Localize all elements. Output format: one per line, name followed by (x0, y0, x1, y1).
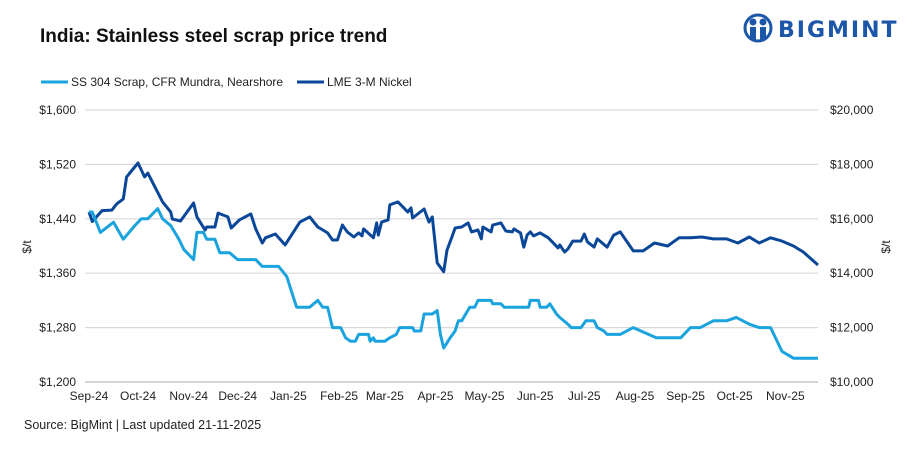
gridlines (85, 109, 818, 383)
series-line-ss304 (89, 207, 818, 360)
right-y-axis: $10,000 $12,000 $14,000 $16,000 $18,000 $20,0… (830, 103, 874, 389)
right-y-tick-label: $18,000 (830, 157, 874, 171)
legend-item-ss304[interactable]: SS 304 Scrap, CFR Mundra, Nearshore (41, 75, 283, 89)
left-y-tick-label: $1,280 (39, 321, 76, 335)
x-tick-label: May-25 (465, 389, 505, 403)
source-note: Source: BigMint | Last updated 21-11-202… (24, 418, 261, 432)
legend-item-lme-nickel[interactable]: LME 3-M Nickel (297, 75, 412, 89)
series-lines (87, 161, 819, 360)
x-tick-label: Jan-25 (270, 389, 307, 403)
x-tick-label: Aug-25 (616, 389, 655, 403)
right-y-tick-label: $10,000 (830, 375, 874, 389)
x-tick-label: Dec-24 (218, 389, 257, 403)
left-y-tick-label: $1,360 (39, 266, 76, 280)
x-tick-label: Nov-25 (766, 389, 805, 403)
x-tick-label: Oct-25 (717, 389, 753, 403)
x-tick-label: Apr-25 (418, 389, 454, 403)
legend-label-ss304: SS 304 Scrap, CFR Mundra, Nearshore (71, 75, 283, 89)
series-line-lme-nickel (87, 161, 819, 274)
x-tick-label: Oct-24 (120, 389, 156, 403)
x-tick-label: Mar-25 (366, 389, 404, 403)
left-y-axis-label: $/t (20, 240, 34, 254)
bigmint-logo-icon (743, 13, 773, 43)
left-y-axis: $1,200 $1,280 $1,360 $1,440 $1,520 $1,600 (39, 103, 76, 389)
left-y-tick-label: $1,440 (39, 212, 76, 226)
right-y-tick-label: $14,000 (830, 266, 874, 280)
right-y-tick-label: $16,000 (830, 212, 874, 226)
x-axis: Sep-24 Oct-24 Nov-24 Dec-24 Jan-25 Feb-25 Mar-… (70, 389, 805, 403)
bigmint-logo: BIGMINT (743, 13, 899, 43)
bigmint-logo-text: BIGMINT (778, 18, 899, 43)
x-tick-label: Feb-25 (320, 389, 358, 403)
x-tick-label: Jun-25 (517, 389, 554, 403)
right-y-tick-label: $12,000 (830, 321, 874, 335)
legend-label-lme-nickel: LME 3-M Nickel (327, 75, 412, 89)
left-y-tick-label: $1,600 (39, 103, 76, 117)
right-y-axis-label: $/t (879, 240, 893, 254)
x-tick-label: Jul-25 (568, 389, 601, 403)
left-y-tick-label: $1,520 (39, 157, 76, 171)
x-tick-label: Sep-25 (666, 389, 705, 403)
x-tick-label: Nov-24 (169, 389, 208, 403)
chart-title: India: Stainless steel scrap price trend (40, 26, 387, 47)
legend: SS 304 Scrap, CFR Mundra, Nearshore LME … (41, 75, 412, 89)
right-y-tick-label: $20,000 (830, 103, 874, 117)
left-y-tick-label: $1,200 (39, 375, 76, 389)
x-tick-label: Sep-24 (70, 389, 109, 403)
